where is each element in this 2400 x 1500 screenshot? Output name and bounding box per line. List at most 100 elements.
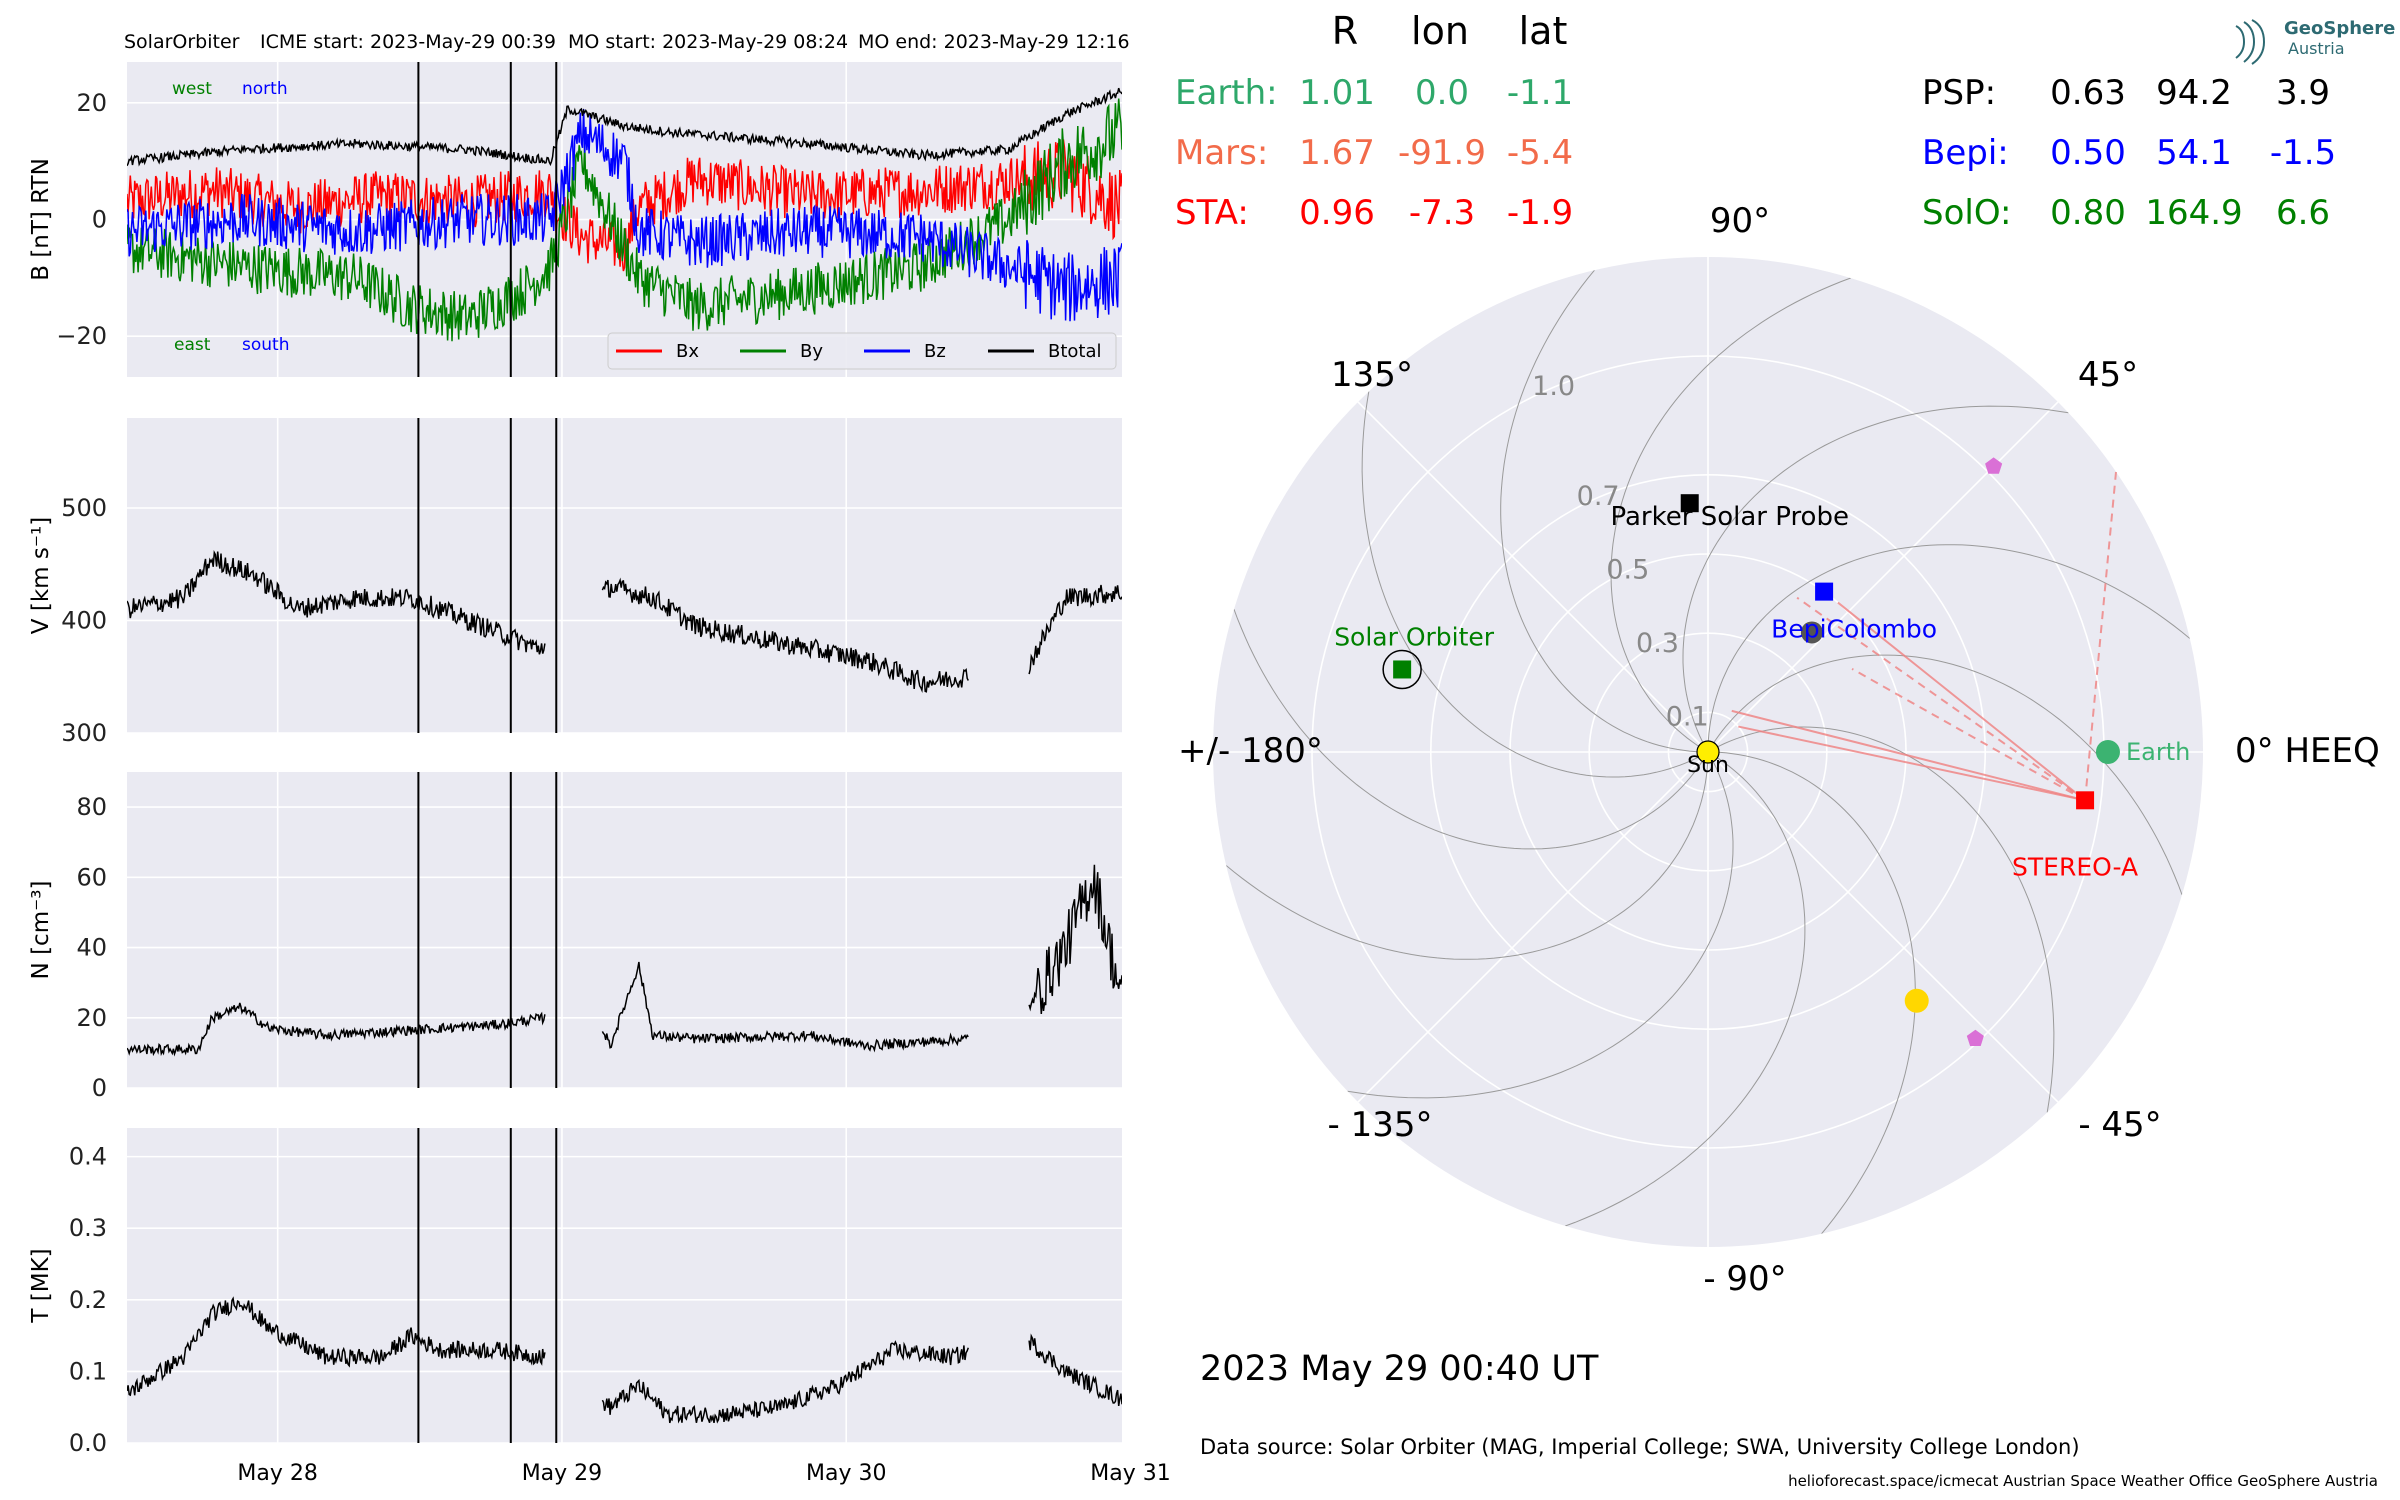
body-label-earth: Earth bbox=[2126, 738, 2190, 766]
table-body-name: PSP: bbox=[1922, 73, 1996, 113]
body-parker-solar-probe: Parker Solar Probe bbox=[1610, 494, 1849, 532]
table-cell: 6.6 bbox=[2276, 193, 2330, 233]
y-axis-label: V [km s⁻¹] bbox=[28, 517, 54, 634]
body-label-stereo-a: STEREO-A bbox=[2012, 852, 2138, 881]
x-tick-label: May 30 bbox=[806, 1461, 886, 1486]
parker-spiral bbox=[1610, 277, 1851, 753]
parker-spiral bbox=[1361, 391, 1709, 778]
heeq-polar-plot: 0.1 0.3 0.5 0.7 1.0 0° HEEQ 45° 90° 135° +/- 180°… bbox=[1178, 201, 2380, 1299]
y-tick-label: 40 bbox=[76, 934, 107, 962]
angle-label: 45° bbox=[2078, 355, 2138, 395]
body-label-sun: Sun bbox=[1687, 753, 1729, 778]
body-solar-orbiter: Solar Orbiter bbox=[1334, 622, 1495, 690]
y-tick-label: 0 bbox=[92, 206, 107, 234]
y-tick-label: 60 bbox=[76, 863, 107, 891]
panel-4: 0.0 0.1 0.2 0.3 0.4 T [MK] May 28 May 29 May 30 M… bbox=[28, 1128, 1171, 1486]
table-cell: -7.3 bbox=[1409, 193, 1475, 233]
extra-marker bbox=[1904, 988, 1929, 1013]
series-line-data bbox=[127, 1002, 546, 1057]
radial-tick-label: 0.3 bbox=[1636, 628, 1679, 659]
legend-label: Bz bbox=[924, 341, 946, 362]
parker-spiral bbox=[1233, 609, 1709, 850]
annotation-east: east bbox=[174, 335, 211, 355]
angle-label: +/- 180° bbox=[1178, 731, 1323, 771]
y-tick-label: 0.3 bbox=[69, 1214, 107, 1242]
table-cell: 0.80 bbox=[2050, 193, 2126, 233]
extra-marker bbox=[1966, 1029, 1984, 1046]
panel-background bbox=[127, 772, 1122, 1088]
table-body-name: SolO: bbox=[1922, 193, 2011, 233]
radial-tick-label: 1.0 bbox=[1532, 371, 1575, 402]
parker-spiral bbox=[1682, 405, 2069, 753]
panel-1: −20 0 20 B [nT] RTN west north east south Bx By Bz… bbox=[28, 62, 1122, 377]
parker-spiral bbox=[1500, 269, 1709, 753]
table-cell: 0.50 bbox=[2050, 133, 2126, 173]
angular-grid-line bbox=[1357, 401, 1709, 753]
table-body-name: Bepi: bbox=[1922, 133, 2009, 173]
table-cell: -5.4 bbox=[1507, 133, 1573, 173]
solo-ring bbox=[1382, 649, 1422, 690]
series-line-data bbox=[127, 550, 546, 655]
series-line-data bbox=[127, 1296, 546, 1397]
table-cell: -91.9 bbox=[1398, 133, 1486, 173]
stereo-a-field-line bbox=[1837, 601, 2086, 802]
annotation-south: south bbox=[242, 335, 289, 355]
table-header-r: R bbox=[1332, 9, 1358, 53]
table-body-name: STA: bbox=[1175, 193, 1249, 233]
extra-marker bbox=[1985, 457, 2003, 474]
series-line-data bbox=[1028, 584, 1122, 675]
x-tick-label: May 28 bbox=[237, 1461, 317, 1486]
footer-credits: helioforecast.space/icmecat Austrian Spa… bbox=[1788, 1472, 2378, 1490]
table-header-lon: lon bbox=[1411, 9, 1469, 53]
extra-marker bbox=[1800, 621, 1823, 644]
angular-grid-line bbox=[1357, 751, 1709, 1103]
table-body-name: Mars: bbox=[1175, 133, 1268, 173]
angle-label: - 45° bbox=[2078, 1105, 2161, 1145]
body-sun: Sun bbox=[1687, 740, 1729, 778]
table-cell: 164.9 bbox=[2145, 193, 2242, 233]
body-label-solar-orbiter: Solar Orbiter bbox=[1334, 622, 1495, 651]
panel-background bbox=[127, 418, 1122, 733]
data-source: Data source: Solar Orbiter (MAG, Imperia… bbox=[1200, 1435, 2080, 1459]
series-line-bx bbox=[127, 139, 1122, 272]
legend-label: Btotal bbox=[1048, 341, 1102, 362]
x-tick-label: May 29 bbox=[522, 1461, 602, 1486]
angular-grid-line bbox=[1707, 401, 2059, 753]
table-row-right: SolO: 0.80 164.9 6.6 bbox=[1922, 193, 2330, 233]
table-cell: 54.1 bbox=[2156, 133, 2232, 173]
body-label-bepicolombo: BepiColombo bbox=[1771, 615, 1937, 644]
annotation-west: west bbox=[172, 79, 212, 99]
y-tick-label: 20 bbox=[76, 89, 107, 117]
sun-outline bbox=[1696, 740, 1720, 764]
series-line-bz bbox=[127, 108, 1122, 322]
series-line-btotal bbox=[127, 87, 1122, 167]
series-line-data bbox=[1028, 1333, 1122, 1407]
stereo-a-field-line bbox=[1851, 667, 2086, 802]
body-stereo-a: STEREO-A bbox=[2012, 791, 2138, 881]
x-tick-label: May 31 bbox=[1090, 1461, 1170, 1486]
panel-background bbox=[127, 1128, 1122, 1443]
series-line-data bbox=[601, 1340, 970, 1424]
table-cell: -1.1 bbox=[1507, 73, 1573, 113]
parker-spiral bbox=[1565, 751, 1806, 1227]
table-row-right: PSP: 0.63 94.2 3.9 bbox=[1922, 73, 2330, 113]
geosphere-logo: GeoSphere Austria bbox=[2235, 18, 2395, 65]
logo-icon bbox=[2235, 19, 2266, 65]
header-spacecraft: SolarOrbiter bbox=[124, 31, 240, 53]
table-body-name: Earth: bbox=[1175, 73, 1278, 113]
y-tick-label: 300 bbox=[61, 719, 107, 747]
radial-tick-label: 0.1 bbox=[1666, 701, 1709, 732]
table-cell: -1.5 bbox=[2270, 133, 2336, 173]
y-axis-label: B [nT] RTN bbox=[28, 158, 54, 281]
angle-label: 135° bbox=[1331, 355, 1413, 395]
body-bepicolombo: BepiColombo bbox=[1771, 582, 1937, 644]
legend-label: By bbox=[800, 341, 823, 362]
stereo-a-field-line bbox=[1731, 709, 2086, 802]
body-earth: Earth bbox=[2095, 738, 2190, 766]
table-row-left: Mars: 1.67 -91.9 -5.4 bbox=[1175, 133, 1573, 173]
y-tick-label: 0.4 bbox=[69, 1143, 107, 1171]
logo-line2: Austria bbox=[2288, 39, 2345, 58]
angle-label: - 135° bbox=[1328, 1105, 1433, 1145]
series-line-data bbox=[601, 577, 969, 693]
y-tick-label: 0.0 bbox=[69, 1429, 107, 1457]
